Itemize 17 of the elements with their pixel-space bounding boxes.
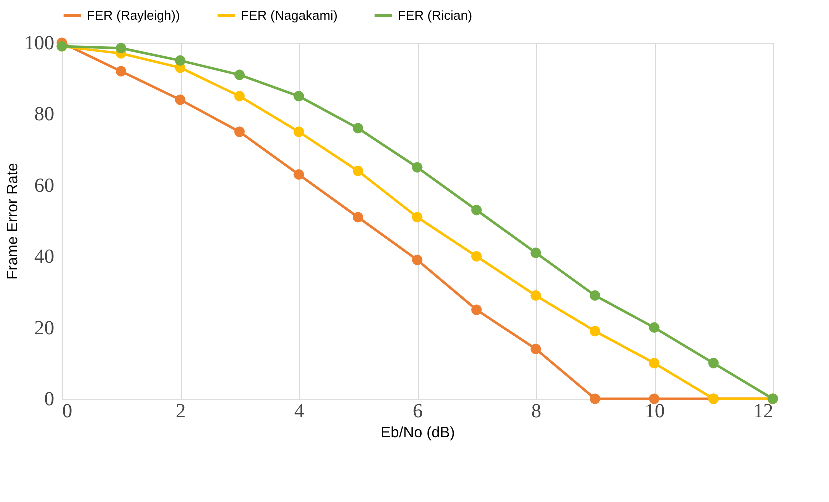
x-tick-label: 10 [645,400,665,422]
x-axis-title: Eb/No (dB) [380,424,456,442]
legend-label: FER (Nagakami) [241,8,338,23]
y-tick-label: 60 [34,174,54,197]
x-tick-label: 2 [176,400,186,422]
x-tick-label: 6 [413,400,423,422]
x-tick-label: 0 [62,400,72,422]
y-axis-title: Frame Error Rate [4,163,22,280]
x-tick-label: 4 [294,400,304,422]
y-tick-label: 100 [24,32,54,54]
legend-label: FER (Rician) [398,8,472,23]
y-tick-label: 20 [34,317,54,340]
y-tick-label: 40 [34,246,54,268]
x-tick-label: 12 [754,400,774,422]
y-tick-label: 80 [34,104,54,126]
x-tick-label: 8 [532,400,542,422]
legend-label: FER (Rayleigh)) [87,8,180,23]
